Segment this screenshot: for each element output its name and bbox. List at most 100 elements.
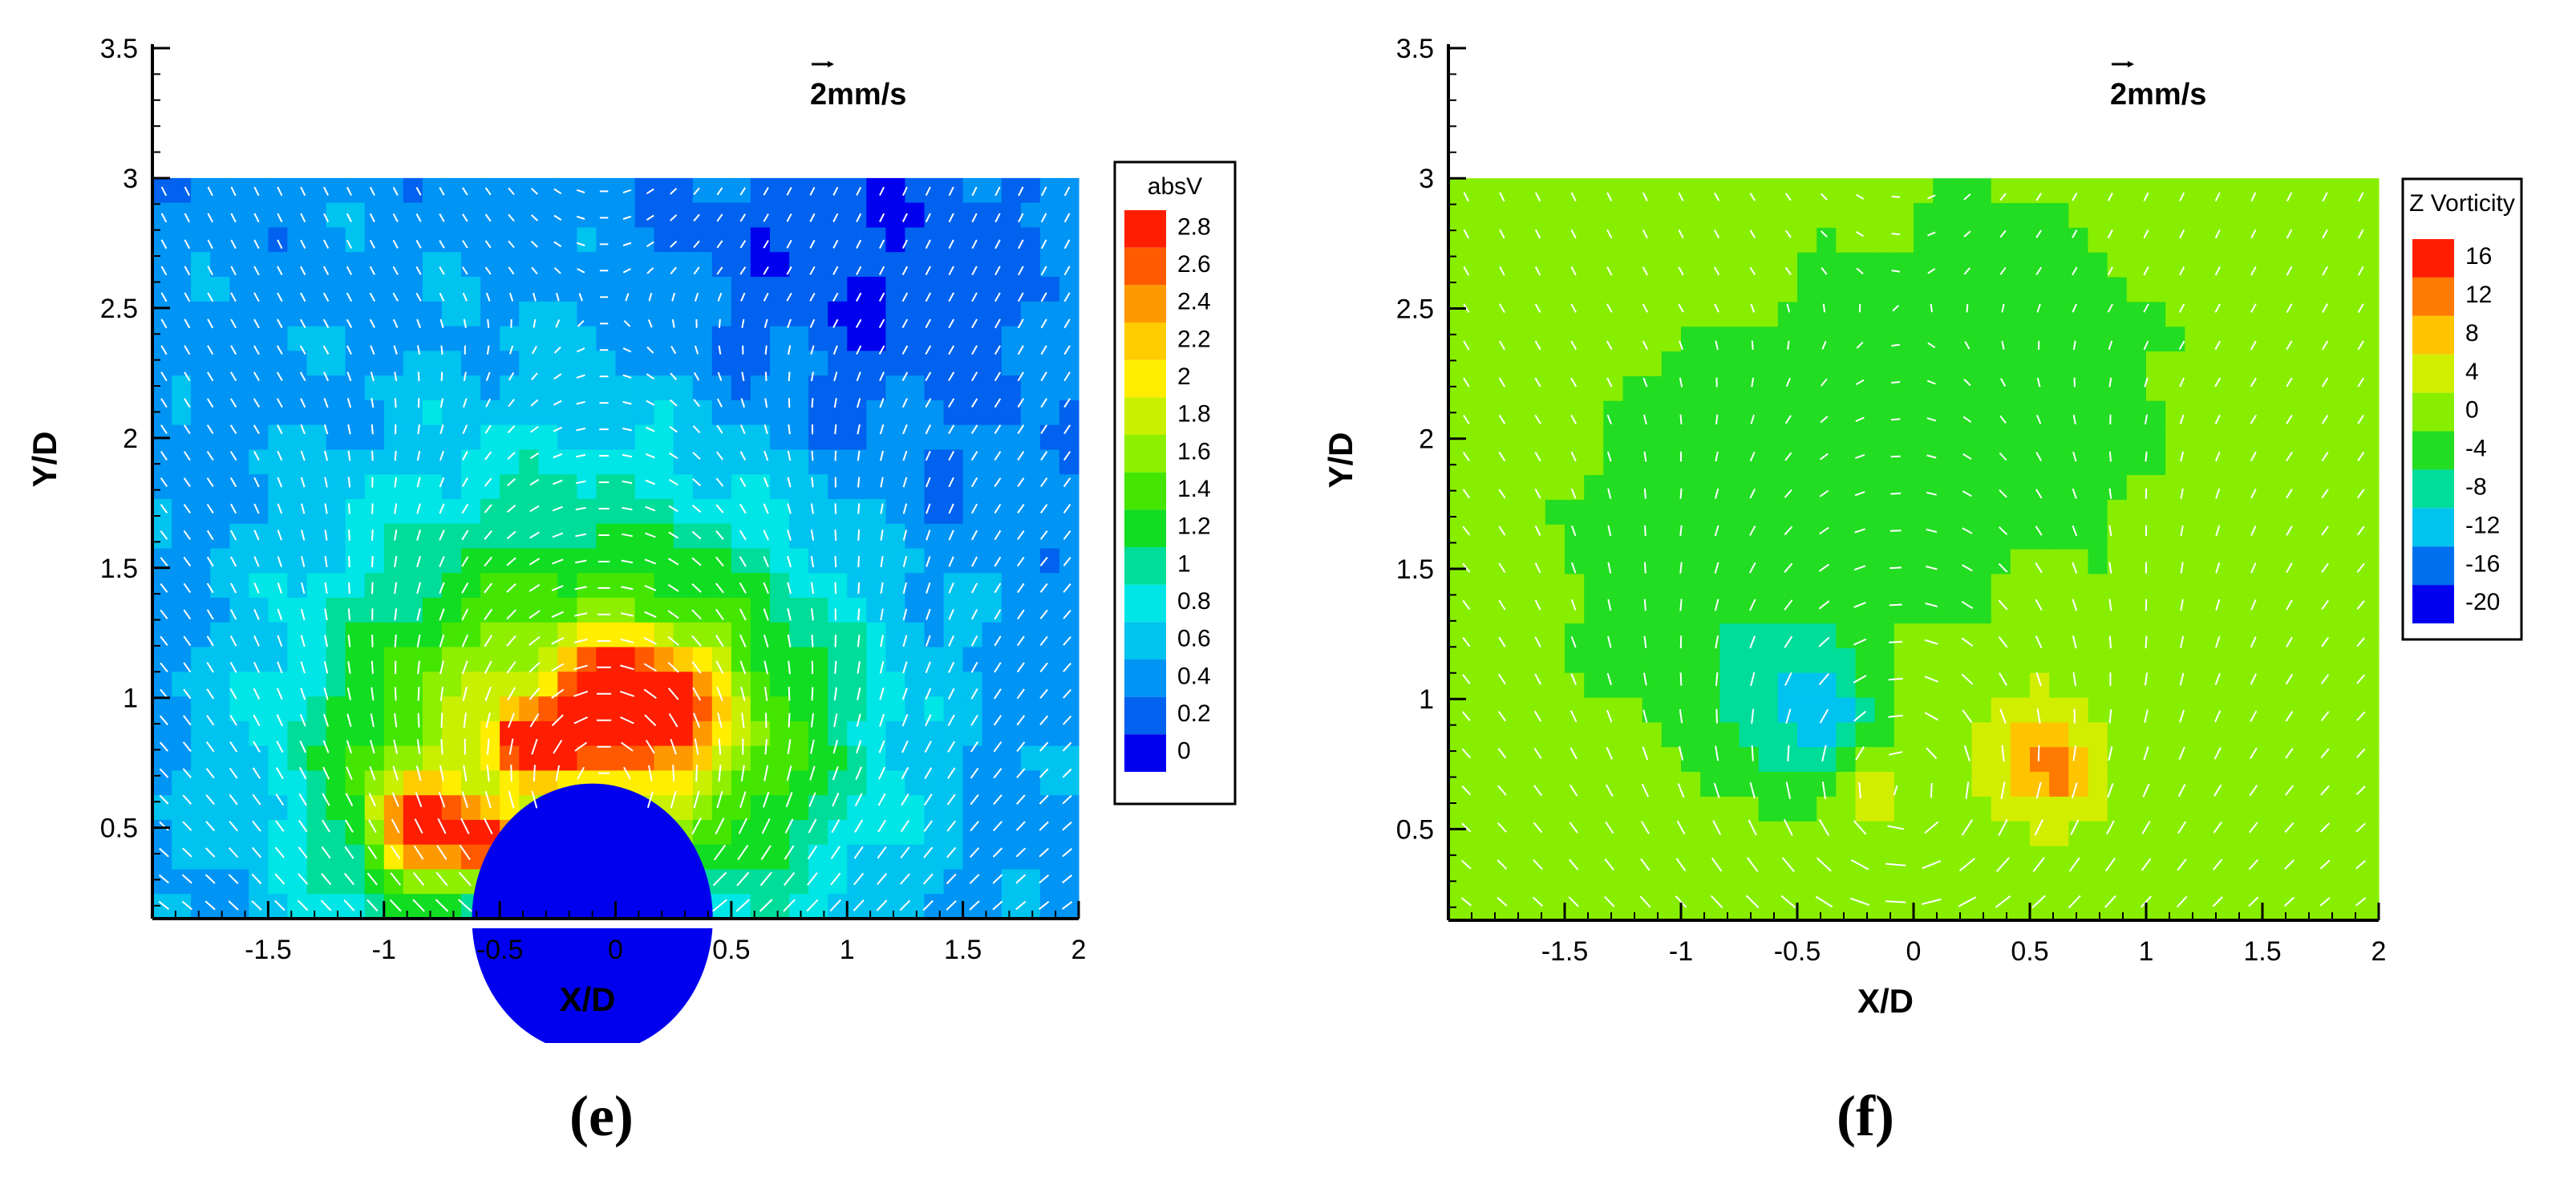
- contour-cell: [461, 202, 481, 229]
- contour-cell: [1739, 574, 1760, 599]
- contour-cell: [577, 351, 597, 376]
- contour-cell: [2126, 400, 2147, 427]
- legend-swatch: [2412, 508, 2454, 547]
- contour-cell: [1797, 500, 1817, 526]
- velocity-vector: [2250, 340, 2257, 351]
- velocity-vector: [2322, 266, 2328, 276]
- velocity-vector: [925, 266, 931, 276]
- contour-cell: [2165, 796, 2185, 822]
- contour-cell: [1622, 375, 1643, 402]
- contour-cell: [1622, 203, 1643, 229]
- contour-cell: [519, 227, 539, 253]
- velocity-vector: [2286, 340, 2293, 351]
- contour-cell: [1545, 623, 1565, 649]
- contour-cell: [519, 449, 539, 475]
- contour-cell: [673, 474, 694, 500]
- contour-cell: [2107, 351, 2128, 377]
- velocity-vector: [1570, 673, 1577, 685]
- velocity-vector: [206, 398, 214, 408]
- vector-field: [1460, 192, 2367, 909]
- contour-cell: [982, 498, 1002, 525]
- contour-cell: [1739, 327, 1760, 352]
- contour-cell: [789, 819, 809, 846]
- velocity-vector: [1715, 745, 1719, 761]
- velocity-vector: [1017, 345, 1024, 355]
- velocity-vector: [413, 845, 424, 860]
- velocity-vector: [856, 266, 862, 275]
- contour-cell: [1001, 548, 1022, 574]
- contour-cell: [1836, 599, 1857, 624]
- contour-cell: [711, 647, 732, 672]
- velocity-vector: [1570, 488, 1577, 499]
- contour-cell: [306, 498, 327, 525]
- contour-cell: [789, 252, 809, 278]
- velocity-vector: [346, 713, 352, 728]
- velocity-vector: [691, 530, 702, 540]
- velocity-vector: [622, 268, 631, 274]
- contour-cell: [1661, 252, 1682, 278]
- contour-cell: [1545, 475, 1565, 501]
- contour-cell: [1584, 400, 1604, 427]
- contour-cell: [1991, 302, 2011, 327]
- contour-cell: [1894, 722, 1914, 748]
- contour-cell: [326, 696, 346, 722]
- velocity-vector: [948, 239, 954, 250]
- velocity-vector: [367, 819, 377, 834]
- x-tick-label: 1.5: [2243, 936, 2281, 967]
- velocity-vector: [485, 371, 491, 381]
- contour-cell: [268, 622, 289, 648]
- contour-cell: [1836, 623, 1857, 649]
- velocity-vector: [620, 664, 634, 671]
- contour-cell: [383, 252, 404, 278]
- velocity-vector: [2286, 377, 2293, 388]
- contour-cell: [654, 277, 674, 302]
- contour-cell: [519, 745, 539, 771]
- velocity-vector: [277, 608, 283, 620]
- contour-cell: [789, 647, 809, 672]
- contour-cell: [770, 672, 790, 697]
- contour-cell: [673, 177, 694, 204]
- velocity-vector: [1963, 378, 1971, 387]
- velocity-vector: [274, 899, 286, 911]
- contour-cell: [364, 720, 385, 747]
- velocity-vector: [1856, 231, 1865, 237]
- contour-cell: [1001, 894, 1022, 919]
- contour-cell: [519, 301, 539, 327]
- contour-cell: [1971, 647, 1992, 674]
- velocity-vector: [646, 346, 654, 354]
- contour-cell: [1894, 549, 1914, 574]
- contour-cell: [2088, 796, 2108, 822]
- contour-cell: [1874, 351, 1895, 377]
- contour-cell: [2301, 327, 2322, 352]
- velocity-vector: [2286, 526, 2293, 536]
- velocity-vector: [925, 292, 932, 302]
- velocity-vector: [1962, 416, 1972, 423]
- contour-cell: [1448, 772, 1468, 798]
- contour-cell: [1545, 252, 1565, 278]
- contour-cell: [924, 573, 945, 599]
- contour-cell: [306, 277, 327, 302]
- contour-cell: [1603, 697, 1624, 723]
- velocity-vector: [2036, 708, 2041, 724]
- contour-cell: [866, 227, 886, 253]
- velocity-vector: [1714, 599, 1719, 611]
- velocity-vector: [346, 186, 352, 197]
- contour-cell: [1817, 574, 1837, 599]
- contour-cell: [1874, 796, 1895, 822]
- contour-cell: [1468, 871, 1488, 896]
- contour-cell: [2185, 252, 2205, 278]
- velocity-vector: [2215, 525, 2221, 537]
- velocity-vector: [648, 765, 653, 781]
- contour-cell: [519, 474, 539, 500]
- velocity-vector: [253, 371, 260, 382]
- contour-cell: [210, 498, 230, 525]
- contour-cell: [1603, 672, 1624, 699]
- contour-cell: [2146, 623, 2166, 649]
- velocity-vector: [880, 503, 884, 514]
- velocity-vector: [644, 611, 657, 619]
- contour-cell: [2204, 475, 2225, 501]
- contour-cell: [711, 375, 732, 401]
- velocity-vector: [2108, 599, 2112, 611]
- contour-cell: [750, 548, 771, 574]
- contour-cell: [731, 745, 751, 771]
